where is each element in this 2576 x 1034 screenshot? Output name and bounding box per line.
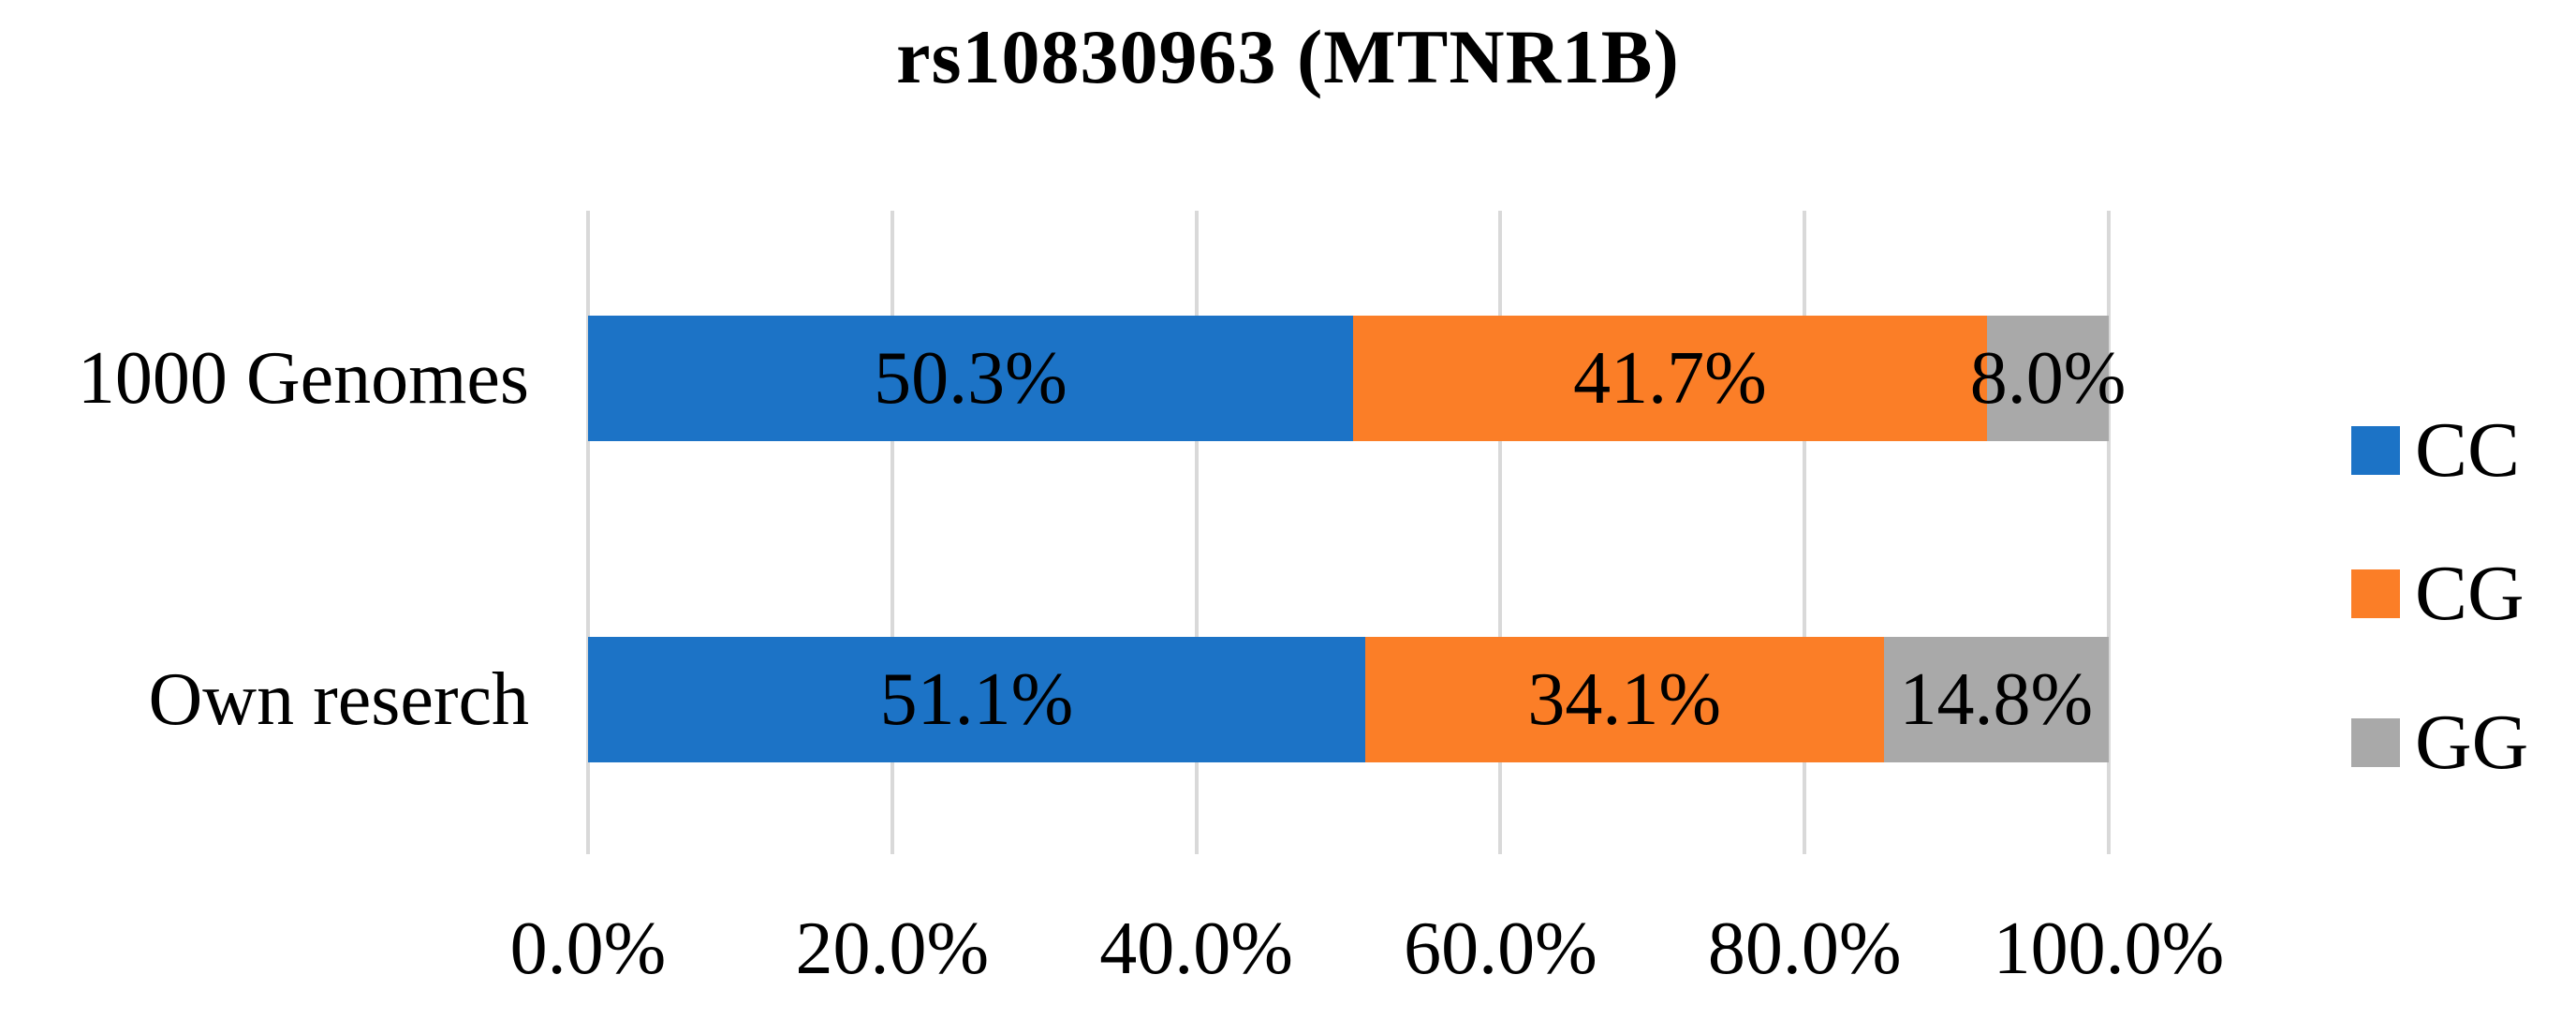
category-label: 1000 Genomes (77, 337, 529, 420)
gridline (1498, 211, 1503, 854)
legend-label: CG (2415, 550, 2524, 637)
x-axis-tick-label: 100.0% (1993, 908, 2225, 990)
bar-segment-gg: 8.0% (1970, 316, 2126, 441)
legend-item-cc: CC (2351, 399, 2520, 502)
legend: CC CG GG (2351, 0, 2576, 1034)
legend-label: GG (2415, 699, 2529, 786)
bar-segment-cg: 34.1% (1364, 637, 1884, 762)
x-axis-tick-label: 20.0% (795, 908, 990, 990)
x-axis-tick-label: 60.0% (1404, 908, 1597, 990)
legend-swatch-cg (2351, 569, 2400, 618)
category-label: Own reserch (148, 658, 529, 741)
bar-row: 50.3% 41.7% 8.0% (588, 316, 2126, 441)
chart-title: rs10830963 (MTNR1B) (896, 14, 1680, 99)
x-axis-tick-label: 80.0% (1707, 908, 1902, 990)
legend-item-gg: GG (2351, 691, 2528, 794)
bar-value-label: 50.3% (874, 337, 1067, 420)
legend-label: CC (2415, 406, 2521, 494)
bar-value-label: 41.7% (1573, 337, 1767, 420)
gridline (890, 211, 894, 854)
gridline (1194, 211, 1199, 854)
x-axis-tick-label: 0.0% (509, 908, 667, 990)
bar-value-label: 34.1% (1527, 658, 1722, 741)
legend-swatch-gg (2351, 718, 2400, 767)
legend-item-cg: CG (2351, 542, 2524, 645)
bar-segment-cg: 41.7% (1352, 316, 1988, 441)
bar-segment-cc: 50.3% (588, 316, 1353, 441)
bar-row: 51.1% 34.1% 14.8% (588, 637, 2109, 762)
bar-segment-gg: 14.8% (1883, 637, 2109, 762)
bar-value-label: 8.0% (1969, 337, 2127, 420)
bar-segment-cc: 51.1% (588, 637, 1365, 762)
plot-area: 50.3% 41.7% 8.0% 51.1% 34.1% 14.8% (586, 211, 2126, 854)
bar-value-label: 51.1% (879, 658, 1074, 741)
legend-swatch-cc (2351, 426, 2400, 475)
bar-value-label: 14.8% (1899, 658, 2094, 741)
gridline (586, 211, 590, 854)
gridline (2107, 211, 2111, 854)
gridline (1803, 211, 1807, 854)
x-axis-tick-label: 40.0% (1099, 908, 1293, 990)
x-axis: 0.0% 20.0% 40.0% 60.0% 80.0% 100.0% (510, 897, 2225, 1000)
